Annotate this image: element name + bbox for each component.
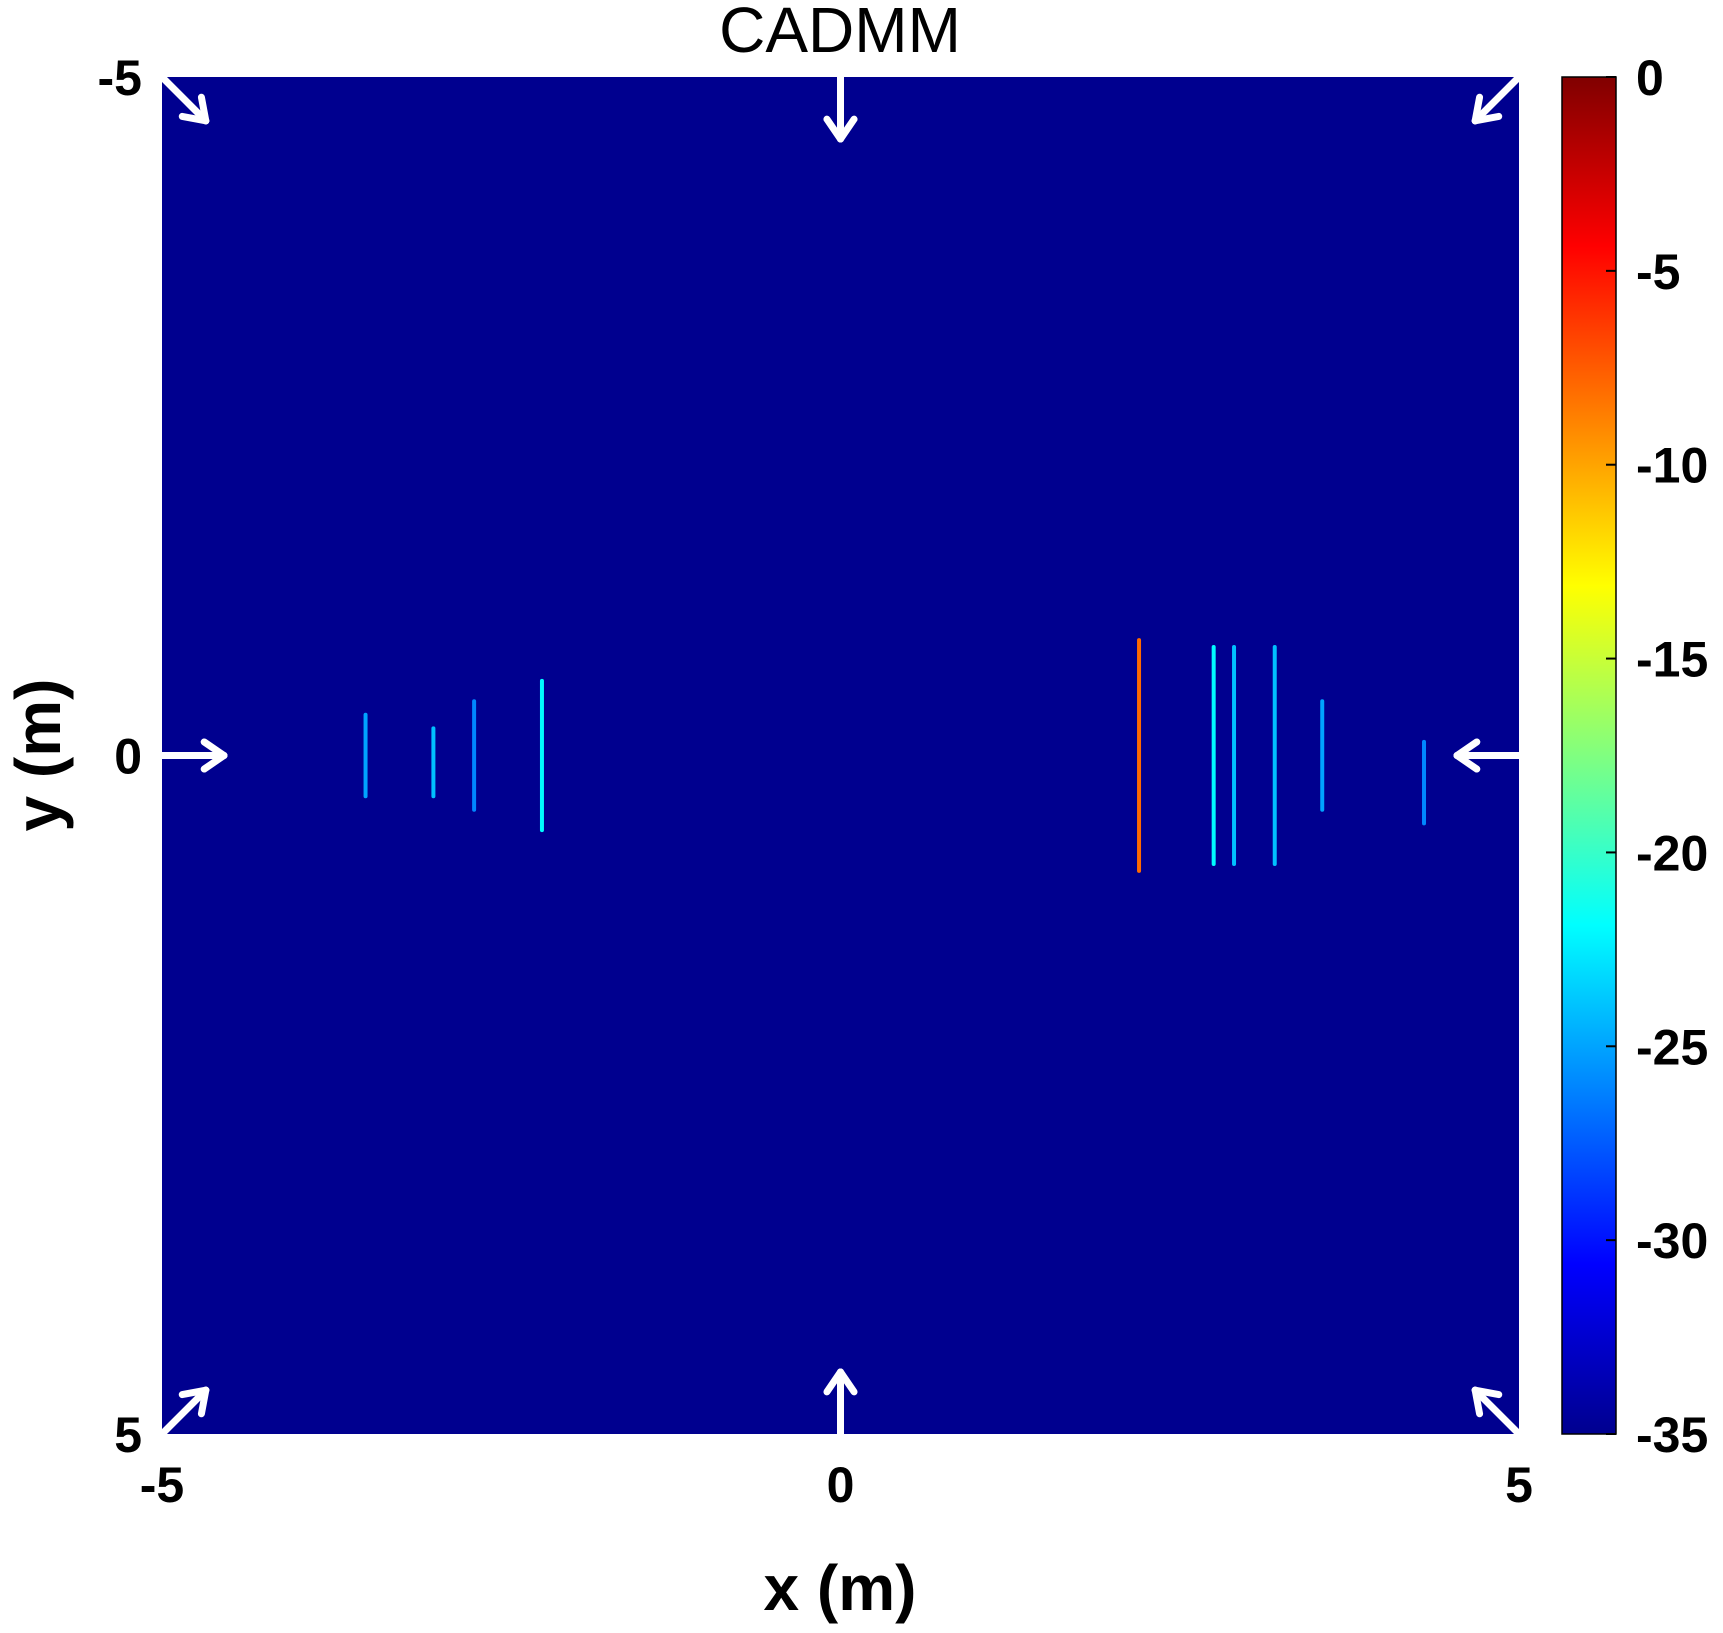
x-tick-label: -5 [140, 1457, 184, 1513]
arrow-icon [1453, 738, 1523, 773]
x-tick-label: 5 [1505, 1457, 1533, 1513]
axis-ticks: -5 0 5-505 [98, 50, 1533, 1513]
arrow-icon [158, 738, 228, 773]
y-tick-label: 5 [114, 1407, 142, 1463]
colorbar-tick-label: -25 [1636, 1019, 1708, 1075]
colorbar-tick-label: 0 [1636, 50, 1664, 106]
colorbar-tick-label: -10 [1636, 438, 1708, 494]
arrow-icon [1471, 1386, 1523, 1438]
colorbar [1561, 76, 1617, 1435]
colorbar-tick-label: -20 [1636, 825, 1708, 881]
y-tick-label: -5 [98, 50, 142, 106]
colorbar-tick-label: -30 [1636, 1213, 1708, 1269]
x-axis-label: x (m) [764, 1552, 917, 1624]
arrow-icon [823, 73, 858, 143]
colorbar-ticks: 0 -5 -10 -15 -20 -25 -30 -35 [1606, 50, 1708, 1463]
arrows-layer [158, 73, 1523, 1438]
arrow-icon [158, 1386, 210, 1438]
chart-title: CADMM [719, 0, 961, 66]
arrow-icon [1471, 73, 1523, 125]
x-tick-label: 0 [827, 1457, 855, 1513]
colorbar-tick-label: -5 [1636, 244, 1680, 300]
arrow-icon [158, 73, 210, 125]
plot-area [162, 77, 1519, 1434]
y-tick-label: 0 [114, 729, 142, 785]
colorbar-tick-label: -35 [1636, 1407, 1708, 1463]
colorbar-tick-label: -15 [1636, 632, 1708, 688]
heatmap-streaks [363, 278, 1427, 1233]
arrow-icon [823, 1368, 858, 1438]
y-axis-label: y (m) [2, 679, 74, 832]
